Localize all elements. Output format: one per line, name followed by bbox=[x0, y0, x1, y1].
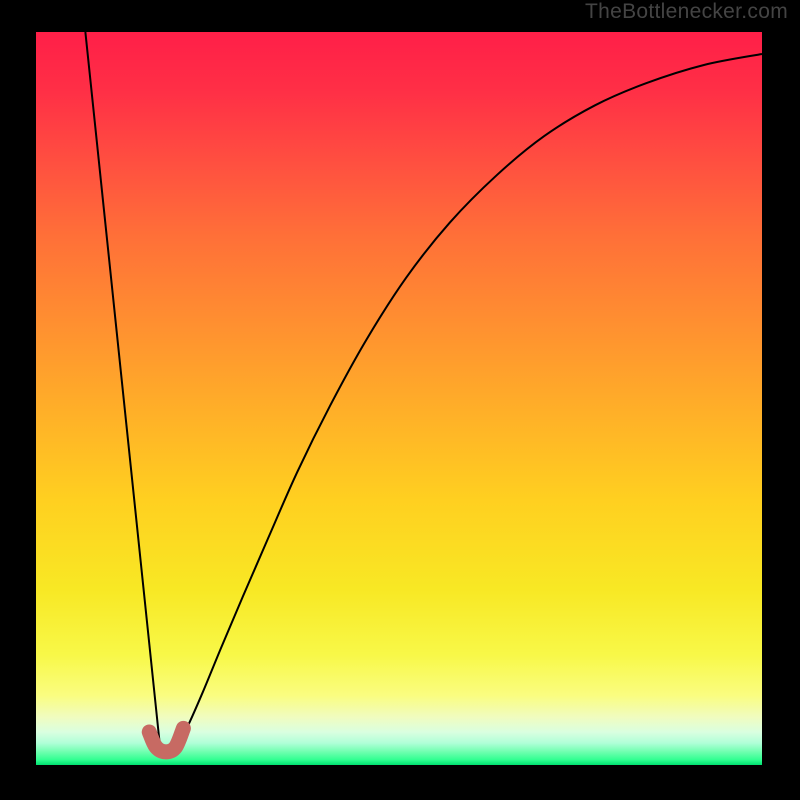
chart-container: TheBottlenecker.com bbox=[0, 0, 800, 800]
bottleneck-chart bbox=[0, 0, 800, 800]
watermark-text: TheBottlenecker.com bbox=[585, 0, 788, 24]
chart-plot-background bbox=[36, 32, 762, 765]
